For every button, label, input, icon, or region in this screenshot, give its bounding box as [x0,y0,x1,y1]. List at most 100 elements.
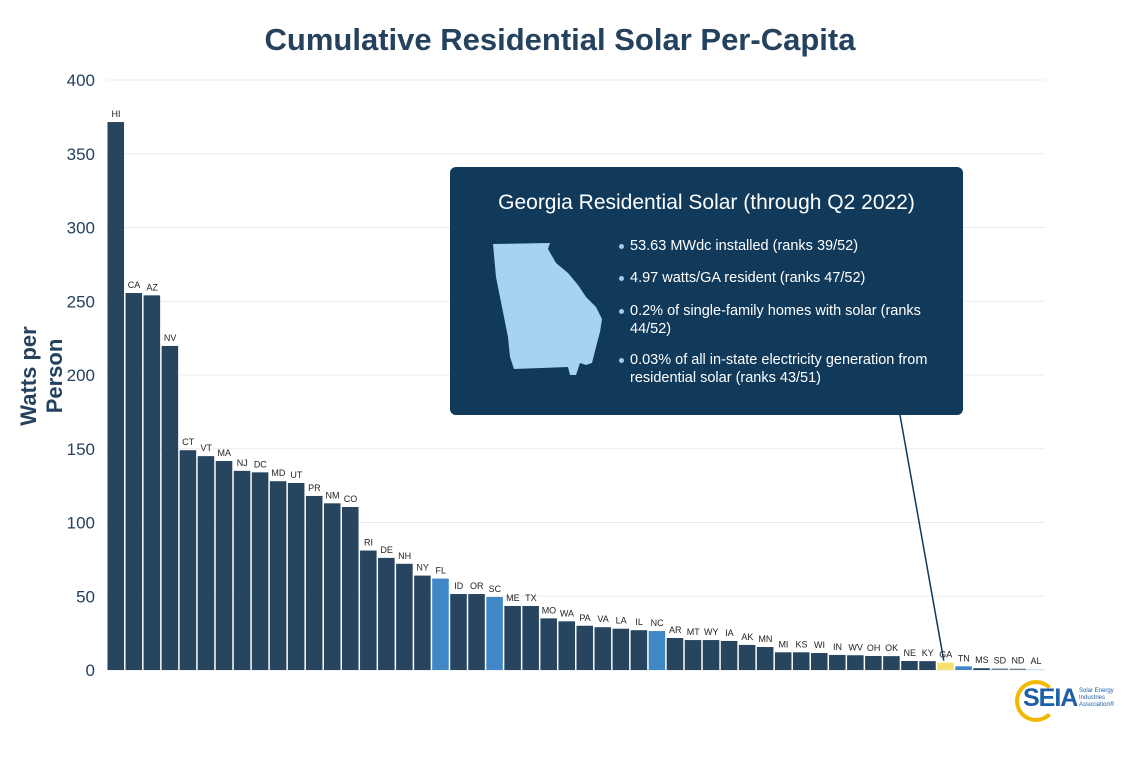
bar-label: NJ [237,458,248,468]
bar-wy [702,640,720,670]
bar-ri [360,550,377,670]
bar-in [829,654,846,670]
bar-label: TX [525,593,537,603]
callout-bullet: 53.63 MWdc installed (ranks 39/52) [619,237,930,255]
bar-la [612,628,630,670]
bar-tx [522,605,539,670]
bar-label: LA [616,616,627,626]
bar-label: ME [506,593,520,603]
bar-label: AZ [146,282,158,292]
bar-label: KY [922,648,934,658]
bar-co [342,507,359,670]
callout-pointer-line [899,414,945,661]
bar-label: DE [380,545,393,555]
bar-nd [1009,668,1026,670]
callout-title: Georgia Residential Solar (through Q2 20… [498,191,915,214]
callout-bullet: 0.2% of single-family homes with solar (… [619,302,930,338]
bar-label: CO [344,494,358,504]
bar-label: IL [635,617,643,627]
bar-label: NV [164,333,177,343]
bar-label: SC [489,584,502,594]
georgia-callout: Georgia Residential Solar (through Q2 20… [450,167,963,415]
y-tick-label: 50 [76,587,95,606]
bar-wi [811,653,828,670]
bar-mt [684,640,702,670]
bar-il [630,630,648,670]
bar-pr [305,495,323,670]
georgia-map-icon [493,243,602,375]
bar-label: AL [1030,656,1041,666]
bar-label: NH [398,551,411,561]
y-tick-label: 150 [67,440,95,459]
bar-ut [287,482,305,670]
bar-id [450,594,467,670]
bar-label: SD [994,656,1007,666]
logo-subtitle: Solar Energy Industries Association® [1079,688,1115,708]
bar-ny [414,575,431,670]
bar-fl [432,578,449,670]
bar-nv [161,345,179,670]
bar-label: KS [795,639,807,649]
bar-ar [666,637,684,670]
bar-label: DC [254,459,267,469]
bar-label: WA [560,608,574,618]
bar-ne [901,661,918,670]
bar-label: OR [470,581,484,591]
bar-or [468,594,485,670]
bar-wa [558,621,575,670]
bar-label: NY [416,563,429,573]
y-tick-label: 250 [67,292,95,311]
callout-bullet: 0.03% of all in-state electricity genera… [619,351,940,387]
bar-tn [955,666,972,670]
bar-label: MA [218,448,232,458]
bar-label: PR [308,483,321,493]
bar-ok [883,656,900,670]
bar-label: FL [435,566,446,576]
bar-oh [865,655,882,670]
bar-label: OK [885,643,898,653]
bar-nh [396,563,413,670]
bar-mi [774,652,792,670]
bar-ca [125,292,143,670]
bar-label: MN [758,634,772,644]
bar-label: IA [725,628,734,638]
bar-label: OH [867,643,881,653]
bar-label: VT [200,443,212,453]
bar-label: IN [833,642,842,652]
bar-label: HI [112,109,121,119]
bar-ga [937,662,954,670]
bar-label: UT [290,470,302,480]
y-tick-label: 400 [67,71,95,90]
bar-hi [107,122,125,671]
bar-mn [756,646,774,670]
bar-label: VA [597,614,608,624]
y-tick-label: 0 [86,661,95,680]
chart-title: Cumulative Residential Solar Per-Capita [264,22,856,57]
bar-me [504,605,521,670]
bar-label: TN [958,653,970,663]
callout-bullet: 4.97 watts/GA resident (ranks 47/52) [619,269,930,287]
y-tick-label: 100 [67,514,95,533]
y-tick-label: 350 [67,145,95,164]
bar-label: MT [687,627,700,637]
bar-label: RI [364,538,373,548]
bar-label: PA [579,613,590,623]
bar-label: CT [182,437,194,447]
bar-nm [323,503,341,670]
bar-sd [991,668,1008,670]
bar-ak [738,644,756,670]
bar-label: AR [669,625,682,635]
bar-label: CA [128,280,141,290]
bar-label: MO [542,605,557,615]
bar-ks [792,652,810,670]
bar-nj [233,470,251,670]
bar-label: MI [778,639,788,649]
bar-label: NE [903,648,916,658]
y-tick-label: 200 [67,366,95,385]
bar-al [1027,669,1044,671]
bar-ia [720,640,738,670]
bar-de [378,557,395,670]
bar-va [594,627,612,670]
